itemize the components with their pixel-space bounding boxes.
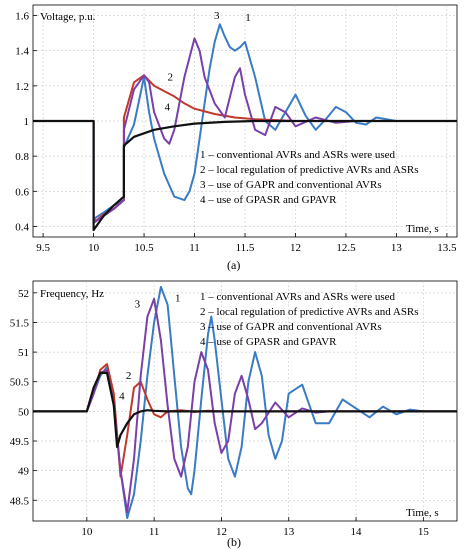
frequency-ytick-label: 49 — [18, 466, 30, 478]
voltage-ytick-label: 0.6 — [15, 186, 29, 198]
frequency-legend-entry: 1 – conventional AVRs and ASRs were used — [200, 291, 396, 303]
voltage-curve-label: 1 — [245, 12, 251, 24]
frequency-legend-entry: 4 – use of GPASR and GPAVR — [200, 336, 337, 348]
voltage-series — [33, 23, 457, 232]
frequency-plot-frame — [32, 280, 458, 522]
voltage-curve-label: 3 — [214, 10, 220, 22]
voltage-ytick-label: 1.6 — [15, 11, 29, 23]
voltage-y-axis-label: Voltage, p.u. — [40, 11, 96, 23]
voltage-ticks: 9.5 10 10.5 11 11.5 12 12.5 13 13.50.40.60.811.2… — [15, 11, 457, 254]
voltage-series-line-4 — [33, 119, 457, 232]
frequency-legend: 1 – conventional AVRs and ASRs were used… — [200, 291, 419, 348]
frequency-ytick-label: 51.5 — [10, 317, 30, 329]
frequency-curve-label: 3 — [135, 299, 141, 311]
frequency-curve-label: 2 — [126, 370, 132, 382]
voltage-caption: (a) — [227, 258, 240, 272]
voltage-xtick-label: 9.5 — [36, 242, 50, 254]
frequency-curve-label: 4 — [119, 391, 125, 403]
voltage-curve-label: 2 — [168, 72, 174, 84]
frequency-ytick-label: 51 — [18, 347, 29, 359]
frequency-series-line-3 — [33, 297, 457, 514]
voltage-ytick-label: 1.2 — [15, 81, 29, 93]
frequency-xtick-label: 14 — [351, 526, 363, 538]
frequency-xtick-label: 10 — [81, 526, 93, 538]
voltage-xtick-label: 10 — [88, 242, 100, 254]
frequency-xtick-label: 12 — [216, 526, 227, 538]
frequency-curve-label: 1 — [175, 293, 181, 305]
voltage-xtick-label: 10.5 — [134, 242, 154, 254]
voltage-xtick-label: 12.5 — [336, 242, 356, 254]
voltage-ytick-label: 0.4 — [15, 221, 29, 233]
voltage-xtick-label: 13.5 — [437, 242, 457, 254]
frequency-legend-entry: 3 – use of GAPR and conventional AVRs — [200, 321, 382, 333]
voltage-curve-labels: 1 2 3 4 — [165, 10, 251, 113]
voltage-legend-entry: 4 – use of GPASR and GPAVR — [200, 194, 337, 206]
frequency-ytick-label: 52 — [18, 288, 29, 300]
voltage-legend: 1 – conventional AVRs and ASRs were used… — [200, 149, 419, 206]
voltage-xtick-label: 11 — [189, 242, 200, 254]
frequency-ytick-label: 50.5 — [10, 377, 30, 389]
voltage-ytick-label: 0.8 — [15, 151, 29, 163]
frequency-y-axis-label: Frequency, Hz — [40, 288, 104, 300]
voltage-ytick-label: 1.4 — [15, 46, 29, 58]
voltage-xtick-label: 13 — [391, 242, 403, 254]
frequency-curve-labels: 1 2 3 4 — [119, 293, 180, 403]
frequency-legend-entry: 2 – local regulation of predictive AVRs … — [200, 306, 419, 318]
frequency-series — [33, 285, 457, 519]
frequency-xtick-label: 13 — [283, 526, 295, 538]
frequency-xtick-label: 11 — [149, 526, 160, 538]
frequency-x-axis-label: Time, s — [406, 507, 439, 519]
voltage-xtick-label: 12 — [290, 242, 301, 254]
voltage-x-axis-label: Time, s — [406, 223, 439, 235]
voltage-ytick-label: 1 — [24, 116, 30, 128]
frequency-ytick-label: 49.5 — [10, 436, 30, 448]
frequency-xtick-label: 15 — [418, 526, 430, 538]
frequency-grid — [33, 281, 457, 521]
voltage-legend-entry: 3 – use of GAPR and conventional AVRs — [200, 179, 382, 191]
voltage-xtick-label: 11.5 — [236, 242, 255, 254]
voltage-chart: 9.5 10 10.5 11 11.5 12 12.5 13 13.50.40.60.811.2… — [15, 4, 458, 272]
frequency-caption: (b) — [227, 535, 241, 549]
voltage-curve-label: 4 — [165, 101, 171, 113]
frequency-ytick-label: 50 — [18, 406, 30, 418]
frequency-series-line-4 — [33, 371, 457, 448]
voltage-legend-entry: 2 – local regulation of predictive AVRs … — [200, 164, 419, 176]
frequency-ytick-label: 48.5 — [10, 495, 30, 507]
voltage-legend-entry: 1 – conventional AVRs and ASRs were used — [200, 149, 396, 161]
